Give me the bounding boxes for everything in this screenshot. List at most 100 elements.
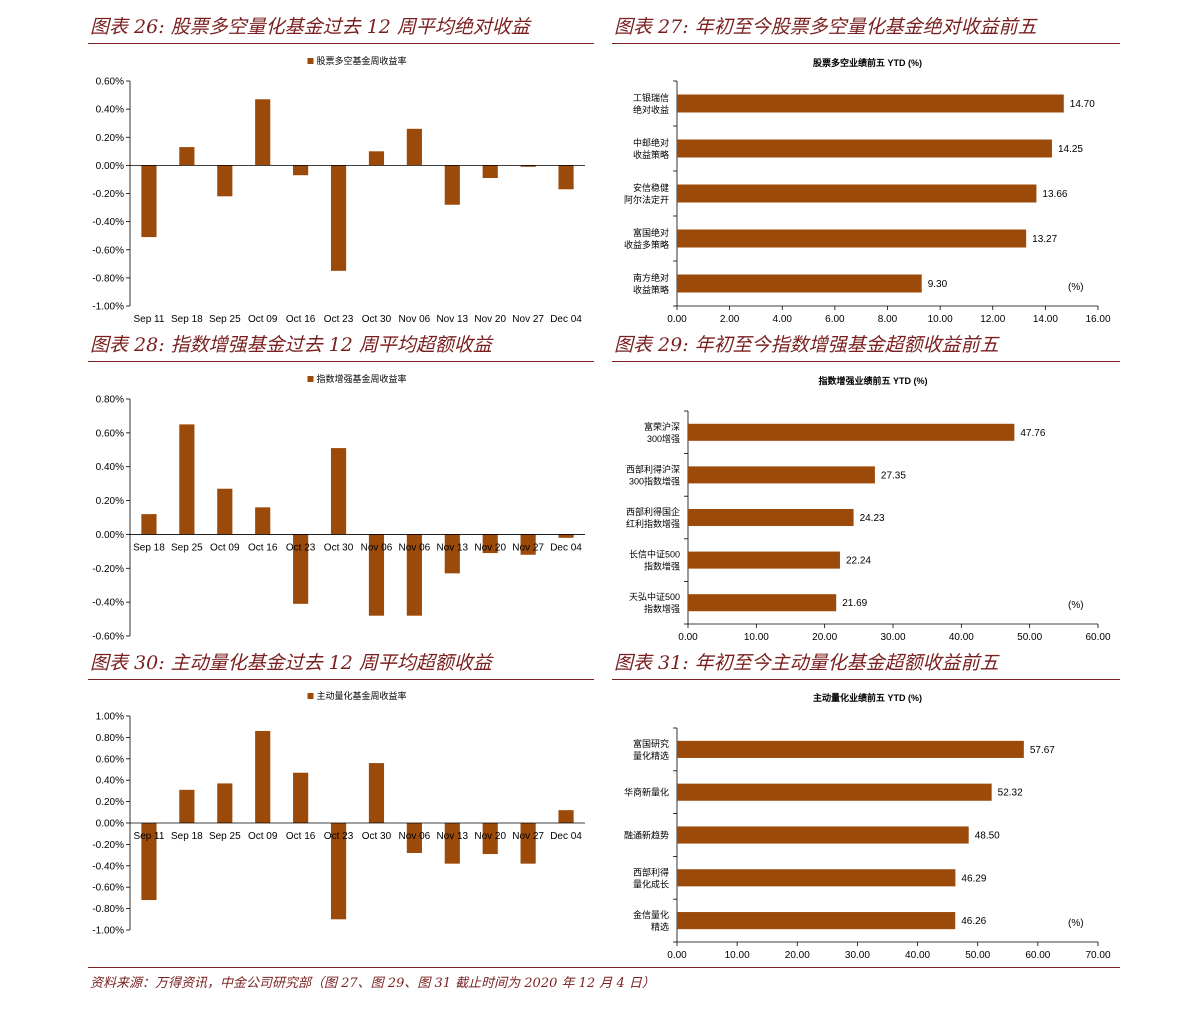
- c5-y-tick-label: 金信量化: [633, 909, 669, 920]
- c3-y-tick-label: 天弘中证500: [629, 591, 680, 602]
- c1-x-tick-label: 12.00: [980, 314, 1005, 325]
- c2-x-tick-label: Dec 04: [550, 542, 582, 553]
- c4-bar: [141, 823, 157, 901]
- c4-bar: [330, 823, 347, 920]
- c2-y-tick-label: 0.20%: [96, 496, 124, 507]
- c1-data-label: 13.27: [1032, 234, 1057, 245]
- c3-x-tick-label: 40.00: [949, 632, 974, 643]
- c4-y-tick-label: -0.20%: [92, 840, 124, 851]
- c4-legend-swatch: [307, 693, 314, 699]
- c1-y-tick-label: 收益策略: [633, 284, 669, 295]
- c2-y-tick-label: 0.60%: [96, 428, 124, 439]
- c3-y-tick-label: 红利指数增强: [626, 518, 680, 529]
- c5-y-tick-label: 华商新量化: [624, 787, 669, 798]
- c3-y-tick-label: 300指数增强: [629, 475, 680, 486]
- c5-data-label: 46.26: [961, 916, 986, 927]
- c0-bar: [293, 165, 309, 176]
- title-rule-26: [88, 43, 594, 44]
- c4-x-tick-label: Oct 23: [324, 831, 354, 842]
- c5-y-tick-label: 富国研究: [633, 738, 669, 749]
- c0-legend-swatch: [307, 58, 314, 64]
- c1-y-tick-label: 南方绝对: [633, 272, 669, 283]
- c3-data-label: 24.23: [860, 513, 885, 524]
- c1-x-tick-label: 8.00: [878, 314, 898, 325]
- c0-x-tick-label: Oct 09: [248, 314, 278, 325]
- c3-bar: [688, 508, 854, 527]
- c0-y-tick-label: -0.60%: [92, 245, 124, 256]
- c2-x-tick-label: Nov 20: [474, 542, 506, 553]
- c0-y-tick-label: 0.60%: [96, 77, 124, 88]
- c1-y-tick-label: 安信稳健: [633, 182, 669, 193]
- c4-bar: [217, 783, 233, 823]
- c3-bar: [688, 423, 1015, 441]
- title-rule-28: [88, 361, 594, 362]
- c3-x-tick-label: 50.00: [1017, 632, 1042, 643]
- c4-bar: [444, 823, 460, 864]
- c0-bar: [141, 165, 157, 238]
- c1-y-tick-label: 绝对收益: [633, 104, 669, 115]
- c0-x-tick-label: Sep 11: [133, 314, 164, 325]
- c2-y-tick-label: 0.00%: [96, 530, 124, 541]
- c2-legend-label: 指数增强基金周收益率: [317, 373, 407, 384]
- c1-data-label: 14.25: [1058, 144, 1083, 155]
- c2-x-tick-label: Sep 25: [171, 542, 203, 553]
- c2-bar: [406, 534, 422, 616]
- c1-x-tick-label: 16.00: [1085, 314, 1110, 325]
- c4-y-tick-label: -0.40%: [92, 861, 124, 872]
- c5-y-tick-label: 量化精选: [633, 750, 669, 761]
- c0-bar: [444, 165, 460, 205]
- c0-x-tick-label: Nov 27: [512, 314, 544, 325]
- c3-x-tick-label: 20.00: [812, 632, 837, 643]
- c2-bar: [179, 424, 195, 535]
- c4-bar: [179, 789, 195, 823]
- c2-y-tick-label: -0.20%: [92, 564, 124, 575]
- c4-x-tick-label: Dec 04: [550, 831, 582, 842]
- title-rule-27: [612, 43, 1120, 44]
- c0-x-tick-label: Oct 23: [324, 314, 354, 325]
- c4-y-tick-label: 0.40%: [96, 776, 124, 787]
- c2-bar: [368, 534, 385, 616]
- c0-y-tick-label: -0.20%: [92, 189, 124, 200]
- c3-y-tick-label: 指数增强: [644, 603, 680, 614]
- c3-y-tick-label: 300增强: [647, 433, 680, 444]
- c2-x-tick-label: Oct 16: [248, 542, 278, 553]
- c2-x-tick-label: Nov 13: [436, 542, 468, 553]
- c4-y-tick-label: 0.80%: [96, 733, 124, 744]
- c5-bar: [677, 826, 969, 844]
- c3-title: 指数增强业绩前五 YTD (%): [819, 375, 928, 386]
- c1-x-tick-label: 14.00: [1033, 314, 1058, 325]
- c2-bar: [482, 534, 498, 554]
- c4-y-tick-label: 0.00%: [96, 819, 124, 830]
- c0-x-tick-label: Dec 04: [550, 314, 582, 325]
- c5-bar: [677, 912, 956, 930]
- c5-y-tick-label: 量化成长: [633, 878, 669, 889]
- title-rule-29: [612, 361, 1120, 362]
- c0-x-tick-label: Nov 06: [399, 314, 431, 325]
- c5-unit-label: (%): [1068, 918, 1084, 929]
- c5-y-tick-label: 融通新趋势: [624, 830, 669, 841]
- c1-y-tick-label: 工银瑞信: [633, 92, 669, 103]
- c4-legend-label: 主动量化基金周收益率: [317, 690, 407, 701]
- c4-bar: [368, 763, 385, 823]
- c1-y-tick-label: 收益策略: [633, 149, 669, 160]
- c2-y-tick-label: -0.40%: [92, 598, 124, 609]
- c3-bar: [688, 594, 837, 612]
- c2-x-tick-label: Nov 06: [361, 542, 393, 553]
- c1-y-tick-label: 富国绝对: [633, 227, 669, 238]
- c4-x-tick-label: Sep 18: [171, 831, 203, 842]
- c4-bar: [293, 772, 309, 823]
- c0-bar: [368, 151, 385, 166]
- c0-x-tick-label: Nov 20: [474, 314, 506, 325]
- c4-x-tick-label: Sep 25: [209, 831, 241, 842]
- c5-x-tick-label: 60.00: [1025, 950, 1050, 961]
- chart-title-26: 图表 26: 股票多空量化基金过去 12 周平均绝对收益: [90, 16, 530, 38]
- c2-x-tick-label: Nov 06: [399, 542, 431, 553]
- c4-y-tick-label: 0.20%: [96, 797, 124, 808]
- c4-x-tick-label: Nov 06: [399, 831, 431, 842]
- c2-x-tick-label: Oct 09: [210, 542, 240, 553]
- c1-x-tick-label: 2.00: [720, 314, 740, 325]
- c0-bar: [520, 165, 536, 167]
- c4-x-tick-label: Nov 13: [436, 831, 468, 842]
- c0-y-tick-label: 0.20%: [96, 133, 124, 144]
